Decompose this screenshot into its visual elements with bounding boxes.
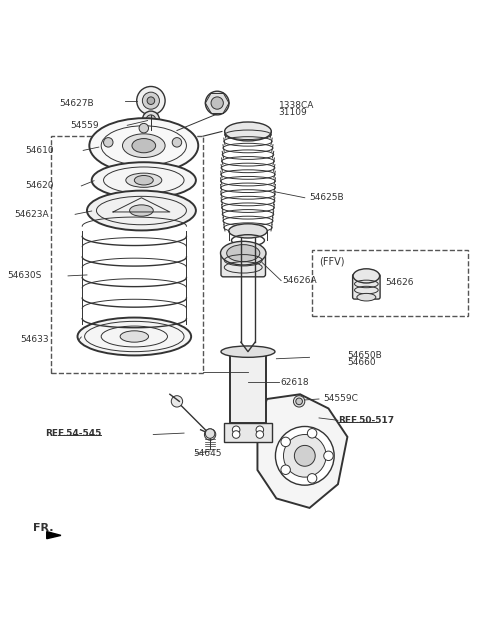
Circle shape: [296, 398, 302, 404]
Text: 54630S: 54630S: [8, 271, 42, 280]
Circle shape: [232, 426, 240, 434]
Text: 54633: 54633: [21, 335, 49, 345]
Circle shape: [139, 124, 148, 133]
Circle shape: [307, 473, 317, 483]
Polygon shape: [224, 423, 272, 441]
Text: REF.50-517: REF.50-517: [338, 416, 394, 425]
Circle shape: [211, 97, 223, 109]
Polygon shape: [230, 352, 266, 423]
Text: 1338CA: 1338CA: [279, 101, 314, 110]
Text: 54623A: 54623A: [14, 210, 49, 219]
Circle shape: [143, 111, 159, 128]
Ellipse shape: [353, 269, 380, 283]
Text: 54620: 54620: [25, 182, 54, 190]
Ellipse shape: [357, 294, 376, 301]
Text: 31109: 31109: [279, 108, 308, 117]
Ellipse shape: [225, 122, 271, 141]
Text: 54626: 54626: [385, 278, 414, 287]
Ellipse shape: [87, 190, 196, 231]
Circle shape: [171, 396, 182, 407]
Text: FR.: FR.: [33, 523, 53, 533]
Ellipse shape: [89, 118, 198, 173]
FancyBboxPatch shape: [353, 274, 380, 299]
Text: 54559C: 54559C: [323, 394, 358, 403]
Circle shape: [104, 138, 113, 147]
Circle shape: [143, 92, 159, 109]
Text: 54645: 54645: [193, 449, 222, 458]
Ellipse shape: [220, 241, 266, 265]
Text: 54625B: 54625B: [310, 193, 344, 202]
Circle shape: [204, 429, 216, 440]
Circle shape: [324, 451, 333, 461]
Text: 54660: 54660: [348, 357, 376, 366]
Text: 54650B: 54650B: [348, 351, 382, 360]
Text: 54627B: 54627B: [60, 99, 94, 108]
Ellipse shape: [92, 162, 196, 198]
Ellipse shape: [120, 331, 148, 342]
Circle shape: [276, 426, 334, 485]
Circle shape: [172, 138, 181, 147]
Circle shape: [281, 437, 290, 447]
Text: 54626A: 54626A: [282, 276, 317, 285]
Text: 62618: 62618: [280, 378, 309, 387]
Circle shape: [232, 431, 240, 438]
Ellipse shape: [126, 173, 162, 187]
Ellipse shape: [134, 176, 153, 185]
Circle shape: [284, 434, 326, 477]
Circle shape: [307, 429, 317, 438]
Circle shape: [137, 87, 165, 115]
Ellipse shape: [130, 205, 153, 216]
Circle shape: [205, 429, 215, 438]
Text: 54559: 54559: [70, 121, 99, 130]
Circle shape: [281, 465, 290, 475]
Ellipse shape: [122, 134, 165, 157]
Text: 54610: 54610: [25, 146, 54, 155]
FancyBboxPatch shape: [221, 251, 265, 277]
Ellipse shape: [132, 139, 156, 153]
Circle shape: [205, 91, 229, 115]
Ellipse shape: [229, 224, 267, 238]
Ellipse shape: [221, 346, 275, 357]
Polygon shape: [257, 394, 348, 508]
Ellipse shape: [227, 245, 260, 262]
Circle shape: [294, 445, 315, 466]
Ellipse shape: [77, 318, 191, 355]
Text: REF.54-545: REF.54-545: [45, 429, 101, 438]
Circle shape: [256, 431, 264, 438]
Circle shape: [146, 115, 156, 124]
Polygon shape: [47, 532, 61, 539]
Text: (FFV): (FFV): [319, 257, 345, 267]
Circle shape: [256, 426, 264, 434]
Circle shape: [293, 396, 305, 407]
Circle shape: [147, 97, 155, 104]
